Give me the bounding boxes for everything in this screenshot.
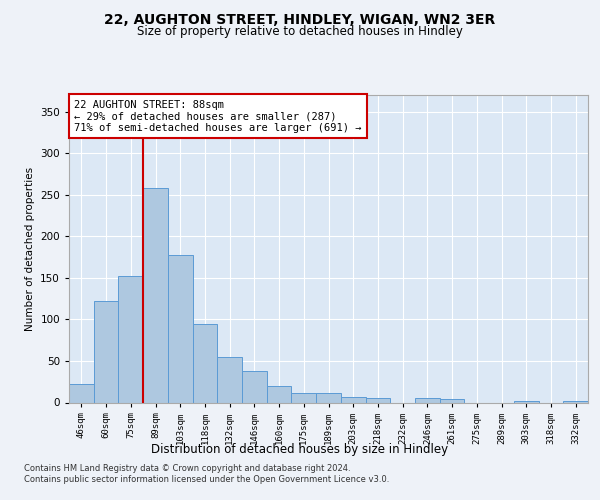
Bar xyxy=(415,398,440,402)
Bar xyxy=(365,398,390,402)
Bar xyxy=(514,401,539,402)
Bar xyxy=(292,394,316,402)
Text: Contains HM Land Registry data © Crown copyright and database right 2024.: Contains HM Land Registry data © Crown c… xyxy=(24,464,350,473)
Bar xyxy=(168,254,193,402)
Text: Distribution of detached houses by size in Hindley: Distribution of detached houses by size … xyxy=(151,442,449,456)
Bar xyxy=(563,401,588,402)
Y-axis label: Number of detached properties: Number of detached properties xyxy=(25,166,35,331)
Bar xyxy=(316,392,341,402)
Bar xyxy=(267,386,292,402)
Text: 22, AUGHTON STREET, HINDLEY, WIGAN, WN2 3ER: 22, AUGHTON STREET, HINDLEY, WIGAN, WN2 … xyxy=(104,12,496,26)
Bar xyxy=(341,396,365,402)
Text: Contains public sector information licensed under the Open Government Licence v3: Contains public sector information licen… xyxy=(24,475,389,484)
Bar xyxy=(94,301,118,402)
Bar xyxy=(69,384,94,402)
Bar xyxy=(193,324,217,402)
Bar xyxy=(242,371,267,402)
Text: 22 AUGHTON STREET: 88sqm
← 29% of detached houses are smaller (287)
71% of semi-: 22 AUGHTON STREET: 88sqm ← 29% of detach… xyxy=(74,100,362,133)
Bar xyxy=(217,357,242,403)
Bar xyxy=(440,399,464,402)
Bar xyxy=(143,188,168,402)
Bar xyxy=(118,276,143,402)
Text: Size of property relative to detached houses in Hindley: Size of property relative to detached ho… xyxy=(137,25,463,38)
